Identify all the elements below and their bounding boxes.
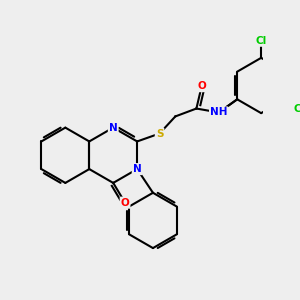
Text: O: O — [121, 198, 129, 208]
Text: N: N — [109, 123, 118, 133]
Text: Cl: Cl — [256, 36, 267, 46]
Text: N: N — [133, 164, 142, 174]
Text: O: O — [197, 81, 206, 91]
Text: NH: NH — [210, 107, 227, 118]
Text: S: S — [156, 128, 163, 139]
Text: Cl: Cl — [294, 103, 300, 113]
